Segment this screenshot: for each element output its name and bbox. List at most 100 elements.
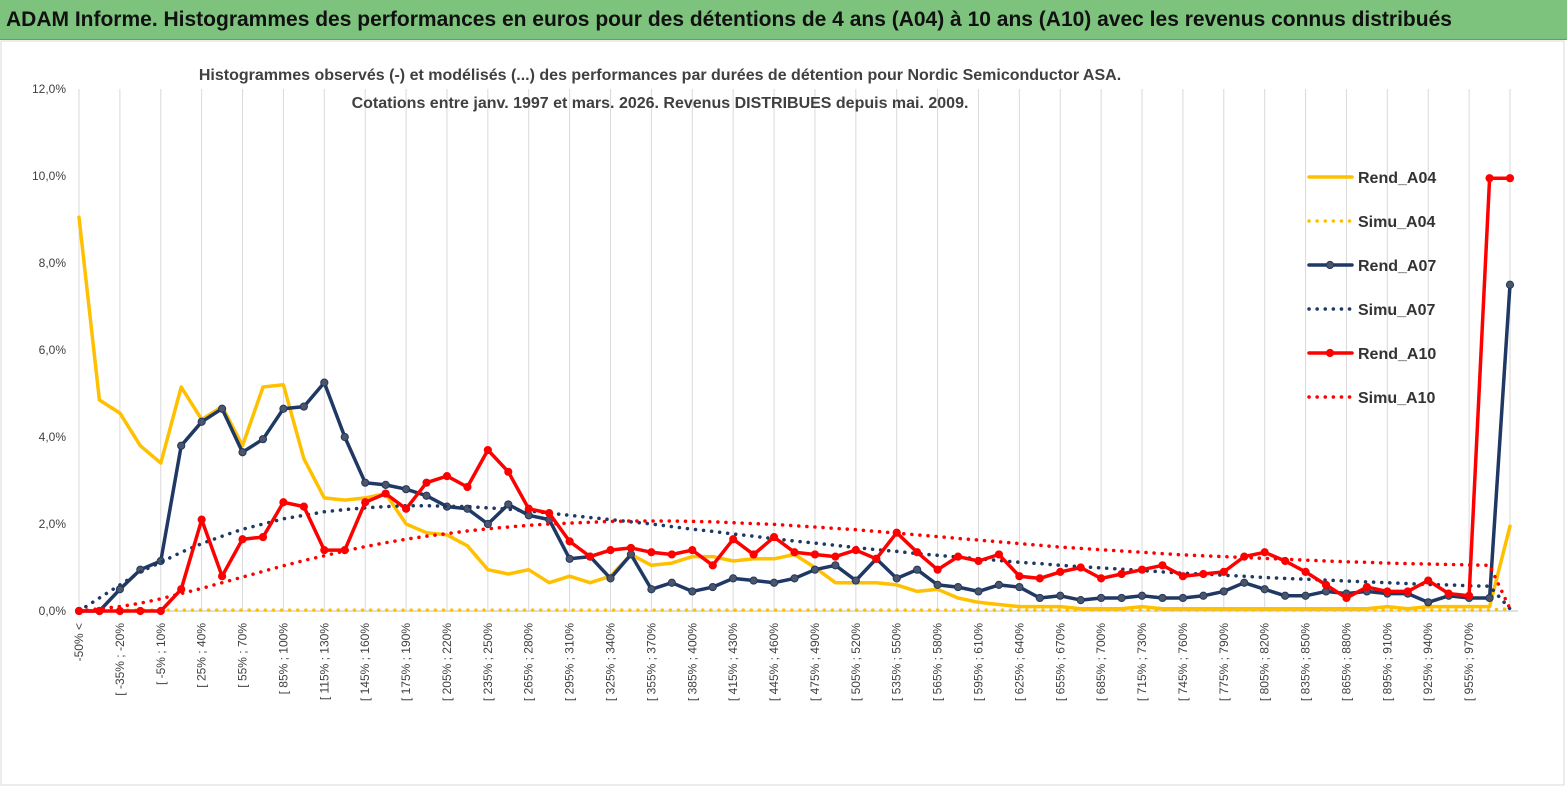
x-tick-label: [ 865% ; 880% [1339, 623, 1353, 701]
data-point-rend-a10 [1321, 580, 1331, 590]
data-point-rend-a10 [1505, 174, 1515, 183]
data-point-rend-a07 [401, 485, 411, 494]
data-point-rend-a07 [1178, 593, 1188, 603]
data-point-rend-a10 [790, 548, 799, 557]
x-tick-label: [ 685% ; 700% [1094, 623, 1108, 701]
data-point-rend-a07 [1281, 591, 1290, 600]
data-point-rend-a07 [708, 582, 717, 592]
x-tick-label: [ 25% ; 40% [195, 623, 209, 688]
x-tick-label: [ 775% ; 790% [1217, 623, 1231, 701]
data-point-rend-a10 [1219, 567, 1228, 576]
data-point-rend-a07 [340, 432, 349, 442]
data-point-rend-a10 [1158, 561, 1167, 570]
x-tick-label: [ 85% ; 100% [276, 623, 290, 695]
data-point-rend-a10 [1260, 548, 1269, 557]
data-point-rend-a10 [1137, 565, 1147, 574]
x-tick-label: [ 565% ; 580% [931, 623, 945, 701]
data-point-rend-a10 [1117, 569, 1126, 579]
legend-label: Rend_A10 [1358, 346, 1436, 363]
data-point-rend-a07 [1158, 593, 1167, 603]
data-point-rend-a10 [729, 535, 738, 544]
x-tick-label: [ 415% ; 430% [726, 623, 740, 701]
x-tick-label: [ 55% ; 70% [236, 623, 250, 688]
data-point-rend-a07 [892, 574, 901, 583]
data-point-rend-a10 [1465, 591, 1474, 600]
data-point-rend-a10 [218, 572, 227, 581]
data-point-rend-a10 [1097, 574, 1106, 583]
x-tick-label: [ -5% ; 10% [154, 623, 168, 685]
data-point-rend-a07 [504, 500, 513, 509]
data-point-rend-a07 [565, 554, 574, 563]
x-tick-label: [ 595% ; 610% [971, 623, 985, 701]
data-point-rend-a07 [299, 402, 308, 411]
chart-title-line-2: Cotations entre janv. 1997 et mars. 2026… [352, 95, 969, 112]
data-point-rend-a10 [667, 550, 676, 559]
legend: Rend_A04 Simu_A04 Rend_A07 Simu_A07 Rend_A10… [1307, 170, 1436, 407]
x-tick-label: [ 115% ; 130% [317, 623, 331, 700]
data-point-rend-a07 [1424, 598, 1433, 607]
chart-frame: -50% < [ -35% ; -20% [ -5% ; 10% [ 25% ; 40… [0, 40, 1567, 789]
data-point-rend-a07 [1117, 593, 1126, 603]
data-point-rend-a07 [688, 587, 697, 596]
data-point-rend-a07 [279, 404, 288, 413]
banner-title: ADAM Informe. Histogrammes des performan… [6, 8, 1452, 31]
data-point-rend-a10 [647, 548, 656, 557]
data-point-rend-a07 [647, 585, 656, 594]
data-point-rend-a10 [585, 552, 595, 561]
data-point-rend-a10 [1301, 567, 1310, 576]
legend-label: Rend_A04 [1358, 170, 1436, 187]
data-point-rend-a07 [933, 580, 942, 590]
data-point-rend-a07 [483, 519, 492, 529]
data-point-rend-a07 [851, 576, 860, 585]
data-point-rend-a10 [197, 515, 206, 524]
data-point-rend-a07 [831, 561, 840, 570]
x-tick-label: [ 805% ; 820% [1258, 623, 1272, 701]
data-point-rend-a07 [1035, 593, 1044, 603]
data-point-rend-a10 [156, 606, 165, 616]
y-tick-label: 6,0% [39, 343, 67, 357]
data-point-rend-a07 [361, 478, 370, 487]
report-banner: ADAM Informe. Histogrammes des performan… [0, 0, 1567, 40]
legend-label: Simu_A04 [1358, 214, 1435, 231]
x-tick-label: [ 145% ; 160% [358, 623, 372, 701]
y-tick-label: 8,0% [39, 256, 67, 270]
data-point-rend-a10 [994, 550, 1004, 559]
data-point-rend-a10 [504, 467, 513, 476]
data-point-rend-a10 [933, 565, 942, 574]
legend-item-rend-a04: Rend_A04 [1307, 170, 1436, 187]
data-point-rend-a07 [1097, 593, 1106, 603]
data-point-rend-a07 [1199, 591, 1208, 600]
data-point-rend-a10 [708, 561, 717, 570]
data-point-rend-a10 [1015, 572, 1024, 581]
data-point-rend-a10 [381, 489, 390, 498]
data-point-rend-a10 [422, 478, 431, 487]
data-point-rend-a07 [381, 480, 390, 489]
data-point-rend-a07 [177, 441, 186, 450]
data-point-rend-a10 [1178, 572, 1188, 581]
data-point-rend-a10 [483, 445, 492, 455]
axis-layer: -50% < [ -35% ; -20% [ -5% ; 10% [ 25% ; 40… [32, 82, 1518, 701]
y-tick-label: 10,0% [32, 169, 66, 183]
legend-item-rend-a10: Rend_A10 [1307, 346, 1436, 363]
x-tick-label: [ 295% ; 310% [563, 623, 577, 701]
data-point-rend-a10 [1485, 174, 1494, 183]
data-point-rend-a07 [1076, 596, 1085, 605]
legend-label: Rend_A07 [1358, 258, 1436, 275]
legend-item-simu-a07: Simu_A07 [1307, 302, 1435, 319]
data-point-rend-a10 [238, 535, 247, 544]
data-point-rend-a10 [1076, 563, 1085, 572]
data-point-rend-a10 [688, 546, 697, 555]
data-point-rend-a10 [1342, 593, 1351, 603]
x-tick-label: -50% < [72, 623, 86, 661]
data-point-rend-a07 [1219, 587, 1228, 596]
x-tick-label: [ 655% ; 670% [1053, 623, 1067, 701]
data-point-rend-a10 [1403, 587, 1412, 596]
x-tick-label: [ 235% ; 250% [481, 623, 495, 701]
data-point-rend-a10 [279, 498, 288, 507]
data-point-rend-a07 [1137, 591, 1147, 600]
data-point-rend-a10 [361, 498, 370, 507]
x-tick-label: [ 325% ; 340% [604, 623, 618, 701]
data-point-rend-a10 [1199, 569, 1208, 579]
x-tick-label: [ 895% ; 910% [1380, 623, 1394, 701]
data-point-rend-a10 [177, 585, 186, 594]
